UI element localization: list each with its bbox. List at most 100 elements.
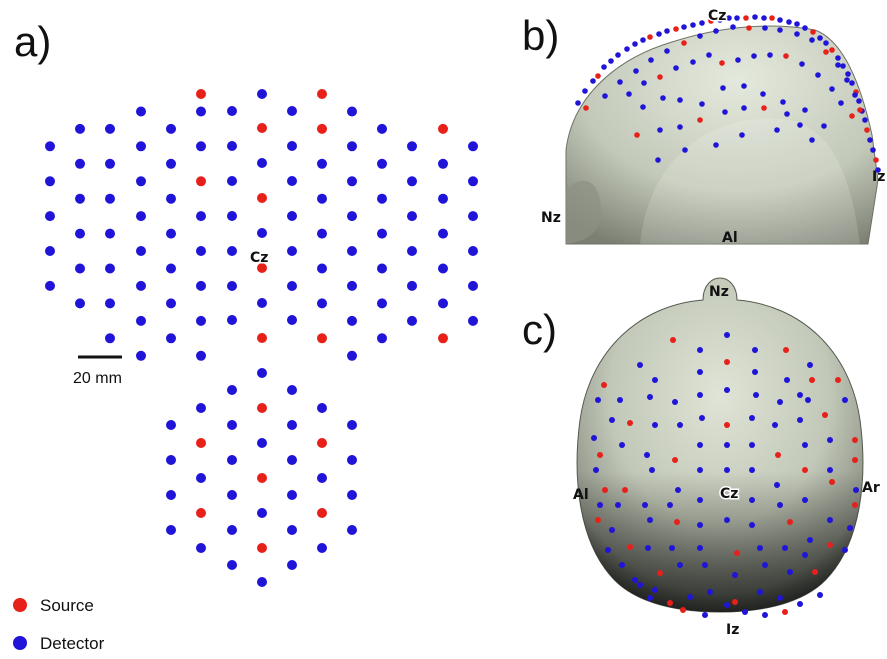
detector-optode [829, 86, 835, 92]
detector-optode [657, 127, 663, 133]
detector-optode [784, 111, 790, 117]
source-optode [852, 457, 858, 463]
detector-optode [347, 211, 357, 222]
panel-b-cz-label: Cz [708, 8, 726, 24]
source-optode [196, 176, 206, 187]
source-optode [667, 600, 673, 606]
detector-optode [637, 362, 643, 368]
detector-optode [593, 467, 599, 473]
detector-optode [797, 392, 803, 398]
panel-b-iz-label: Iz [872, 169, 885, 185]
source-optode [829, 479, 835, 485]
detector-optode [166, 123, 176, 134]
detector-optode [597, 502, 603, 508]
detector-optode [377, 158, 387, 169]
detector-optode [602, 93, 608, 99]
detector-optode [697, 545, 703, 551]
detector-optode [856, 98, 862, 104]
detector-optode [782, 545, 788, 551]
detector-optode [317, 298, 327, 309]
detector-optode [724, 332, 730, 338]
detector-optode [849, 80, 855, 86]
detector-optode [75, 263, 85, 274]
detector-optode [407, 176, 417, 187]
detector-optode [677, 97, 683, 103]
optode [196, 403, 206, 413]
detector-optode [797, 122, 803, 128]
detector-optode [105, 333, 115, 344]
detector-optode [827, 517, 833, 523]
detector-optode [673, 65, 679, 71]
detector-optode [751, 53, 757, 59]
detector-optode [196, 106, 206, 117]
detector-optode [347, 490, 357, 500]
detector-optode [809, 37, 815, 43]
detector-optode [699, 20, 705, 26]
detector-optode [227, 211, 237, 221]
source-optode [673, 26, 679, 32]
detector-optode [75, 158, 85, 169]
detector-optode [287, 490, 297, 500]
detector-optode [697, 33, 703, 39]
source-optode [864, 127, 870, 133]
detector-optode [287, 315, 297, 325]
optode [196, 438, 206, 448]
head-side-highlight [640, 118, 860, 244]
detector-optode [647, 595, 653, 601]
detector-optode [844, 77, 850, 83]
detector-optode [739, 132, 745, 138]
detector-optode [227, 420, 237, 430]
detector-optode [468, 176, 478, 187]
detector-optode [777, 27, 783, 33]
detector-optode [835, 55, 841, 61]
detector-optode [786, 19, 792, 25]
detector-optode [609, 417, 615, 423]
panel-a-cz-label: Cz [250, 250, 268, 266]
panel-a: a) Cz 20 mm [14, 18, 478, 587]
detector-optode [642, 502, 648, 508]
detector-optode [767, 52, 773, 58]
detector-optode [632, 577, 638, 583]
optode [257, 158, 267, 168]
detector-optode [347, 350, 357, 361]
optode [196, 543, 206, 553]
source-optode [697, 117, 703, 123]
optode [317, 473, 327, 483]
detector-optode [633, 68, 639, 74]
source-optode [657, 570, 663, 576]
source-optode [761, 105, 767, 111]
detector-optode [75, 123, 85, 134]
detector-optode [619, 562, 625, 568]
detector-optode [787, 569, 793, 575]
detector-optode [591, 435, 597, 441]
optode [317, 403, 327, 413]
detector-optode [672, 399, 678, 405]
detector-optode [742, 609, 748, 615]
detector-optode [377, 263, 387, 274]
source-optode [812, 569, 818, 575]
source-optode [595, 517, 601, 523]
detector-optode [749, 467, 755, 473]
detector-optode [136, 176, 146, 187]
detector-optode [287, 106, 297, 116]
detector-optode [595, 397, 601, 403]
detector-optode [227, 385, 237, 395]
detector-optode [317, 228, 327, 239]
detector-optode [75, 228, 85, 239]
detector-optode [802, 552, 808, 558]
detector-optode [608, 58, 614, 64]
optode [257, 438, 267, 448]
detector-optode [136, 211, 146, 222]
panel-c-al-label: Al [573, 487, 589, 503]
detector-optode [407, 211, 417, 222]
detector-optode [196, 211, 206, 222]
detector-optode [842, 547, 848, 553]
detector-optode [166, 263, 176, 274]
detector-optode [875, 167, 881, 173]
detector-optode [617, 79, 623, 85]
detector-optode [762, 25, 768, 31]
source-optode [622, 487, 628, 493]
legend-source-marker [13, 598, 27, 612]
detector-optode [777, 502, 783, 508]
detector-optode [697, 522, 703, 528]
